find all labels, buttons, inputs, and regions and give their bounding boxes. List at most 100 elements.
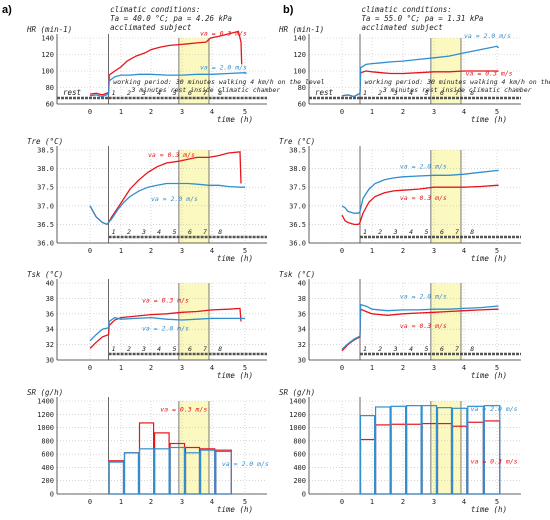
period-number: 8 <box>218 89 222 97</box>
y-axis-label: Tre (°C) <box>279 137 315 146</box>
x-tick-label: 4 <box>210 498 214 506</box>
x-tick-label: 2 <box>401 247 405 255</box>
bar-va-2-0 <box>421 405 438 495</box>
period-number: 3 <box>141 228 146 236</box>
period-number: 3 <box>393 345 398 353</box>
x-tick-label: 5 <box>243 247 247 255</box>
y-axis-label: SR (g/h) <box>279 388 315 397</box>
y-tick-label: 30 <box>46 357 54 365</box>
x-tick-label: 5 <box>495 498 499 506</box>
y-tick-label: 1200 <box>289 411 306 419</box>
x-tick-label: 0 <box>340 247 344 255</box>
y-tick-label: 38 <box>298 295 306 303</box>
period-number: 5 <box>425 89 429 97</box>
x-tick-label: 0 <box>88 498 92 506</box>
bar-va-0-3 <box>138 422 155 495</box>
y-tick-label: 34 <box>46 326 54 334</box>
period-number: 6 <box>188 89 192 97</box>
bar-va-2-0 <box>451 407 468 495</box>
series-label-va-2-0: va = 2.0 m/s <box>200 63 247 71</box>
period-number: 4 <box>409 89 413 97</box>
y-tick-label: 1200 <box>37 411 54 419</box>
series-label-va-2-0: va = 2.0 m/s <box>400 292 447 300</box>
highlight-band <box>178 283 209 360</box>
x-axis-label: time (h) <box>217 254 253 263</box>
y-tick-label: 100 <box>293 68 306 76</box>
x-tick-label: 1 <box>119 364 123 372</box>
x-tick-label: 1 <box>370 364 374 372</box>
x-axis-label: time (h) <box>217 115 253 124</box>
series-line-va-2-0 <box>341 303 499 350</box>
x-tick-label: 0 <box>88 108 92 116</box>
x-tick-label: 1 <box>119 498 123 506</box>
x-tick-label: 5 <box>243 108 247 116</box>
y-tick-label: 140 <box>41 35 54 43</box>
x-tick-label: 3 <box>180 498 184 506</box>
period-number: 6 <box>188 345 192 353</box>
x-tick-label: 0 <box>340 108 344 116</box>
bar-va-0-3 <box>123 452 140 495</box>
x-tick-label: 4 <box>462 498 466 506</box>
y-tick-label: 38.5 <box>289 147 306 155</box>
x-tick-label: 1 <box>119 108 123 116</box>
highlight-band <box>430 401 461 494</box>
y-tick-label: 0 <box>302 491 306 499</box>
x-tick-label: 1 <box>370 108 374 116</box>
period-number: 7 <box>455 89 459 97</box>
y-tick-label: 140 <box>293 35 306 43</box>
x-axis-label: time (h) <box>217 371 253 380</box>
y-tick-label: 37.5 <box>37 184 54 192</box>
x-tick-label: 4 <box>462 247 466 255</box>
bar-va-2-0 <box>359 415 376 495</box>
x-tick-label: 1 <box>370 247 374 255</box>
x-tick-label: 4 <box>462 108 466 116</box>
period-number: 1 <box>363 89 367 97</box>
series-line-va-2-0 <box>341 169 499 214</box>
period-number: 6 <box>440 89 444 97</box>
x-tick-label: 5 <box>495 247 499 255</box>
period-number: 3 <box>141 345 146 353</box>
y-tick-label: 36.0 <box>289 240 306 248</box>
x-axis-label: time (h) <box>471 505 507 514</box>
y-axis-label: SR (g/h) <box>27 388 63 397</box>
y-tick-label: 38.0 <box>37 165 54 173</box>
x-tick-label: 2 <box>149 247 153 255</box>
bar-va-2-0 <box>108 461 125 495</box>
y-tick-label: 1400 <box>37 398 54 406</box>
period-number: 3 <box>393 228 398 236</box>
x-tick-label: 4 <box>210 108 214 116</box>
series-label-va-0-3: va = 0.3 m/s <box>160 406 207 414</box>
period-number: 1 <box>363 228 367 236</box>
y-tick-label: 600 <box>293 451 306 459</box>
y-tick-label: 1000 <box>37 424 54 432</box>
period-number: 2 <box>127 228 131 236</box>
y-tick-label: 36.5 <box>289 221 306 229</box>
x-tick-label: 5 <box>495 364 499 372</box>
period-number: 8 <box>470 228 474 236</box>
series-line-va-0-3 <box>341 184 499 226</box>
bar-va-2-0 <box>169 446 186 495</box>
bar-va-0-3 <box>154 432 170 495</box>
x-axis-label: time (h) <box>217 505 253 514</box>
series-label-va-0-3: va = 0.3 m/s <box>142 297 189 305</box>
series-label-va-0-3: va = 0.3 m/s <box>200 29 247 37</box>
x-axis-label: time (h) <box>471 254 507 263</box>
x-axis-label: time (h) <box>471 115 507 124</box>
series-label-va-2-0: va = 2.0 m/s <box>151 195 198 203</box>
period-note-line: working period: 30 minutes walking 4 km/… <box>113 78 324 86</box>
period-number: 2 <box>127 89 131 97</box>
y-tick-label: 200 <box>293 477 306 485</box>
period-note-line: 3 minutes rest inside climatic chamber <box>131 86 281 94</box>
x-tick-label: 0 <box>340 498 344 506</box>
period-number: 2 <box>378 345 382 353</box>
y-tick-label: 34 <box>298 326 306 334</box>
y-tick-label: 37.5 <box>289 184 306 192</box>
series-label-va-2-0: va = 2.0 m/s <box>471 405 518 413</box>
series-label-va-0-3: va = 0.3 m/s <box>148 151 195 159</box>
series-line-va-2-0 <box>89 182 245 226</box>
bar-va-0-3 <box>406 423 422 495</box>
y-tick-label: 400 <box>293 464 306 472</box>
bar-va-2-0 <box>215 450 232 495</box>
